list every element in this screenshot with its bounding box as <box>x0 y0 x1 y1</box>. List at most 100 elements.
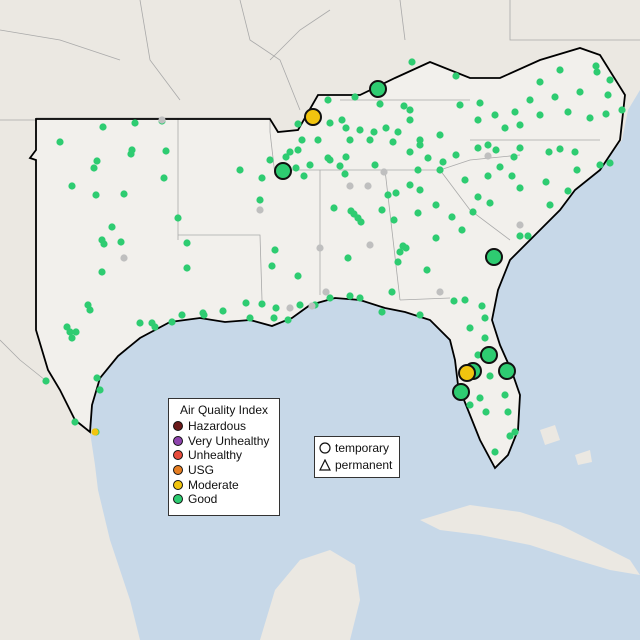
good-monitor-marker[interactable] <box>346 292 354 300</box>
good-monitor-marker[interactable] <box>511 428 519 436</box>
inactive-monitor-marker[interactable] <box>286 304 294 312</box>
good-monitor-marker[interactable] <box>294 146 302 154</box>
good-monitor-marker[interactable] <box>501 391 509 399</box>
moderate-temporary-monitor-marker[interactable] <box>458 364 476 382</box>
good-monitor-marker[interactable] <box>162 147 170 155</box>
good-monitor-marker[interactable] <box>330 204 338 212</box>
good-monitor-marker[interactable] <box>382 124 390 132</box>
good-monitor-marker[interactable] <box>416 311 424 319</box>
good-monitor-marker[interactable] <box>324 96 332 104</box>
good-monitor-marker[interactable] <box>326 119 334 127</box>
good-monitor-marker[interactable] <box>93 374 101 382</box>
good-monitor-marker[interactable] <box>618 106 626 114</box>
good-monitor-marker[interactable] <box>292 164 300 172</box>
good-monitor-marker[interactable] <box>551 93 559 101</box>
moderate-monitor-marker[interactable] <box>91 428 99 436</box>
good-monitor-marker[interactable] <box>484 172 492 180</box>
good-monitor-marker[interactable] <box>98 268 106 276</box>
good-monitor-marker[interactable] <box>246 314 254 322</box>
good-monitor-marker[interactable] <box>200 311 208 319</box>
good-monitor-marker[interactable] <box>394 128 402 136</box>
good-monitor-marker[interactable] <box>506 432 514 440</box>
good-monitor-marker[interactable] <box>432 234 440 242</box>
inactive-monitor-marker[interactable] <box>316 244 324 252</box>
good-monitor-marker[interactable] <box>478 302 486 310</box>
good-monitor-marker[interactable] <box>474 116 482 124</box>
good-monitor-marker[interactable] <box>466 401 474 409</box>
good-monitor-marker[interactable] <box>481 334 489 342</box>
good-monitor-marker[interactable] <box>501 124 509 132</box>
good-monitor-marker[interactable] <box>178 311 186 319</box>
good-monitor-marker[interactable] <box>272 304 280 312</box>
good-monitor-marker[interactable] <box>606 76 614 84</box>
inactive-monitor-marker[interactable] <box>436 288 444 296</box>
good-monitor-marker[interactable] <box>236 166 244 174</box>
good-monitor-marker[interactable] <box>408 58 416 66</box>
good-temporary-monitor-marker[interactable] <box>369 80 387 98</box>
good-monitor-marker[interactable] <box>298 136 306 144</box>
good-monitor-marker[interactable] <box>556 66 564 74</box>
good-monitor-marker[interactable] <box>136 319 144 327</box>
good-temporary-monitor-marker[interactable] <box>485 248 503 266</box>
good-monitor-marker[interactable] <box>378 308 386 316</box>
good-monitor-marker[interactable] <box>432 201 440 209</box>
good-monitor-marker[interactable] <box>376 100 384 108</box>
good-monitor-marker[interactable] <box>356 294 364 302</box>
good-monitor-marker[interactable] <box>406 181 414 189</box>
good-monitor-marker[interactable] <box>183 239 191 247</box>
good-temporary-monitor-marker[interactable] <box>452 383 470 401</box>
inactive-monitor-marker[interactable] <box>484 152 492 160</box>
good-monitor-marker[interactable] <box>476 394 484 402</box>
good-monitor-marker[interactable] <box>370 128 378 136</box>
good-monitor-marker[interactable] <box>416 186 424 194</box>
good-monitor-marker[interactable] <box>491 448 499 456</box>
good-monitor-marker[interactable] <box>508 172 516 180</box>
good-monitor-marker[interactable] <box>602 110 610 118</box>
good-monitor-marker[interactable] <box>351 93 359 101</box>
good-monitor-marker[interactable] <box>436 131 444 139</box>
good-monitor-marker[interactable] <box>448 213 456 221</box>
inactive-monitor-marker[interactable] <box>366 241 374 249</box>
good-monitor-marker[interactable] <box>72 328 80 336</box>
good-monitor-marker[interactable] <box>474 351 482 359</box>
good-monitor-marker[interactable] <box>354 214 362 222</box>
moderate-temporary-monitor-marker[interactable] <box>304 108 322 126</box>
good-monitor-marker[interactable] <box>556 145 564 153</box>
good-monitor-marker[interactable] <box>93 157 101 165</box>
good-monitor-marker[interactable] <box>294 272 302 280</box>
good-monitor-marker[interactable] <box>306 161 314 169</box>
inactive-monitor-marker[interactable] <box>256 206 264 214</box>
good-monitor-marker[interactable] <box>406 148 414 156</box>
good-monitor-marker[interactable] <box>452 151 460 159</box>
good-monitor-marker[interactable] <box>378 206 386 214</box>
good-monitor-marker[interactable] <box>496 163 504 171</box>
good-monitor-marker[interactable] <box>399 242 407 250</box>
good-monitor-marker[interactable] <box>486 372 494 380</box>
good-monitor-marker[interactable] <box>183 264 191 272</box>
good-monitor-marker[interactable] <box>174 214 182 222</box>
good-monitor-marker[interactable] <box>256 196 264 204</box>
good-monitor-marker[interactable] <box>510 153 518 161</box>
good-monitor-marker[interactable] <box>92 191 100 199</box>
good-monitor-marker[interactable] <box>271 246 279 254</box>
good-monitor-marker[interactable] <box>516 232 524 240</box>
good-monitor-marker[interactable] <box>491 111 499 119</box>
good-monitor-marker[interactable] <box>100 240 108 248</box>
good-temporary-monitor-marker[interactable] <box>480 346 498 364</box>
good-monitor-marker[interactable] <box>266 156 274 164</box>
good-monitor-marker[interactable] <box>571 148 579 156</box>
good-monitor-marker[interactable] <box>564 187 572 195</box>
good-monitor-marker[interactable] <box>416 136 424 144</box>
good-monitor-marker[interactable] <box>450 297 458 305</box>
inactive-monitor-marker[interactable] <box>322 288 330 296</box>
good-monitor-marker[interactable] <box>284 316 292 324</box>
good-monitor-marker[interactable] <box>68 334 76 342</box>
good-monitor-marker[interactable] <box>384 191 392 199</box>
good-monitor-marker[interactable] <box>90 164 98 172</box>
good-monitor-marker[interactable] <box>394 258 402 266</box>
good-monitor-marker[interactable] <box>461 176 469 184</box>
good-monitor-marker[interactable] <box>536 78 544 86</box>
good-monitor-marker[interactable] <box>388 288 396 296</box>
good-monitor-marker[interactable] <box>423 266 431 274</box>
